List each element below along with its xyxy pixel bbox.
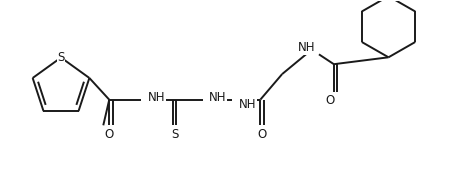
Text: O: O [325,94,334,107]
Text: NH: NH [148,91,165,104]
Text: NH: NH [298,41,315,54]
Text: O: O [257,128,267,141]
Text: S: S [171,128,178,141]
Text: NH: NH [209,91,227,104]
Text: NH: NH [239,98,256,111]
Text: S: S [57,51,65,64]
Text: O: O [105,128,114,141]
